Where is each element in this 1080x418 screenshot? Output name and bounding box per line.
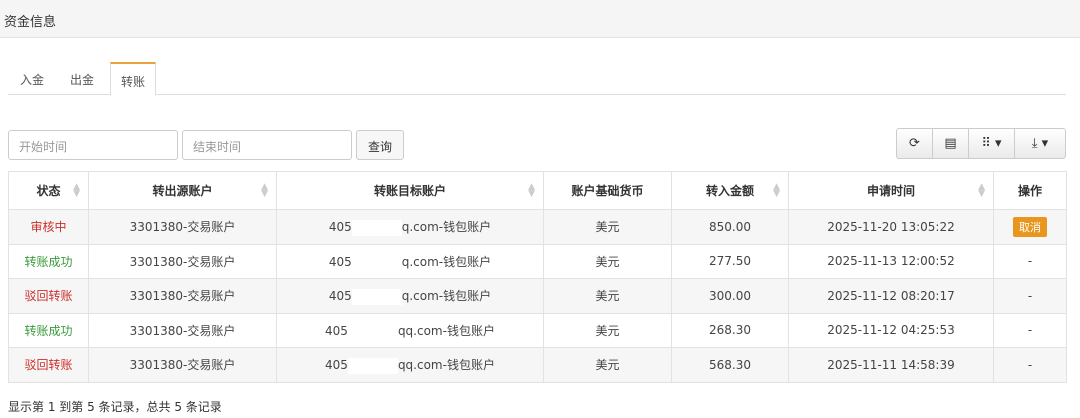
- currency: 美元: [543, 278, 672, 314]
- pagination-info: 显示第 1 到第 5 条记录，总共 5 条记录: [8, 400, 222, 414]
- target-account: 405 qq.com-钱包账户: [276, 347, 544, 383]
- col-action: 操作: [993, 171, 1067, 210]
- source-account: 3301380-交易账户: [88, 347, 277, 383]
- export-icon[interactable]: ⤓ ▾: [1031, 136, 1049, 151]
- currency: 美元: [543, 312, 672, 348]
- table-row: 驳回转账 3301380-交易账户 405 q.com-钱包账户 美元 300.00 202…: [8, 278, 1067, 314]
- start-time-input[interactable]: 开始时间: [8, 130, 178, 160]
- apply-time: 2025-11-20 13:05:22: [788, 209, 994, 245]
- tab-bar: 入金 出金 转账: [8, 62, 1066, 96]
- cancel-button[interactable]: 取消: [1013, 216, 1047, 237]
- apply-time: 2025-11-13 12:00:52: [788, 243, 994, 279]
- sort-icon: ▲ ▼: [773, 182, 780, 199]
- status-text: 转账成功: [24, 254, 73, 269]
- table-row: 转账成功 3301380-交易账户 405 qq.com-钱包账户 美元 268.30 20…: [8, 312, 1067, 348]
- status-cell: 转账成功: [8, 243, 89, 279]
- transfer-table: 状态 ▲ ▼ 转出源账户 ▲ ▼ 转账目标账户 ▲ ▼ 账户基础货币 转入金额 ▲ ▼ 申请时间…: [8, 171, 1067, 383]
- currency: 美元: [543, 243, 672, 279]
- apply-time: 2025-11-12 08:20:17: [788, 278, 994, 314]
- target-account: 405 qq.com-钱包账户: [276, 312, 544, 348]
- action-cell: 取消: [993, 209, 1067, 245]
- tab-withdraw[interactable]: 出金: [70, 73, 95, 87]
- apply-time: 2025-11-11 14:58:39: [788, 347, 994, 383]
- source-account: 3301380-交易账户: [88, 243, 277, 279]
- target-account: 405 q.com-钱包账户: [276, 209, 544, 245]
- col-source[interactable]: 转出源账户 ▲ ▼: [88, 171, 277, 210]
- amount: 277.50: [671, 243, 789, 279]
- col-amount[interactable]: 转入金额 ▲ ▼: [671, 171, 789, 210]
- col-target[interactable]: 转账目标账户 ▲ ▼: [276, 171, 544, 210]
- status-text: 驳回转账: [24, 358, 73, 373]
- sort-icon: ▲ ▼: [978, 182, 985, 199]
- col-status[interactable]: 状态 ▲ ▼: [8, 171, 89, 210]
- amount: 850.00: [671, 209, 789, 245]
- sort-icon: ▲ ▼: [528, 182, 535, 199]
- table-toolbar: ⟳ ▤ ⠿ ▾ ⤓ ▾: [896, 128, 1066, 159]
- source-account: 3301380-交易账户: [88, 209, 277, 245]
- status-text: 审核中: [30, 220, 67, 235]
- redaction-mask: [351, 288, 402, 305]
- status-cell: 驳回转账: [8, 347, 89, 383]
- columns-icon[interactable]: ⠿ ▾: [969, 129, 1015, 158]
- currency: 美元: [543, 209, 672, 245]
- source-account: 3301380-交易账户: [88, 312, 277, 348]
- amount: 300.00: [671, 278, 789, 314]
- tab-transfer[interactable]: 转账: [110, 62, 157, 96]
- action-cell: -: [993, 278, 1067, 314]
- list-view-icon[interactable]: ▤: [933, 129, 969, 158]
- status-cell: 驳回转账: [8, 278, 89, 314]
- status-text: 转账成功: [24, 323, 73, 338]
- target-account: 405 q.com-钱包账户: [276, 278, 544, 314]
- query-button[interactable]: 查询: [356, 130, 405, 160]
- redaction-mask: [351, 254, 402, 270]
- source-account: 3301380-交易账户: [88, 278, 277, 314]
- sort-icon: ▲ ▼: [261, 182, 268, 199]
- end-time-input[interactable]: 结束时间: [182, 130, 352, 160]
- refresh-icon[interactable]: ⟳: [897, 129, 933, 158]
- table-row: 转账成功 3301380-交易账户 405 q.com-钱包账户 美元 277.50 202…: [8, 243, 1067, 279]
- redaction-mask: [347, 323, 398, 339]
- redaction-mask: [351, 219, 402, 236]
- col-time[interactable]: 申请时间 ▲ ▼: [788, 171, 994, 210]
- sort-icon: ▲ ▼: [73, 182, 80, 199]
- amount: 568.30: [671, 347, 789, 383]
- col-currency: 账户基础货币: [543, 171, 672, 210]
- table-row: 驳回转账 3301380-交易账户 405 qq.com-钱包账户 美元 568.30 20…: [8, 347, 1067, 383]
- amount: 268.30: [671, 312, 789, 348]
- panel-title: 资金信息: [0, 0, 1080, 38]
- action-cell: -: [993, 312, 1067, 348]
- table-row: 审核中 3301380-交易账户 405 q.com-钱包账户 美元 850.00 2025…: [8, 209, 1067, 245]
- apply-time: 2025-11-12 04:25:53: [788, 312, 994, 348]
- status-text: 驳回转账: [24, 289, 73, 304]
- status-cell: 审核中: [8, 209, 89, 245]
- status-cell: 转账成功: [8, 312, 89, 348]
- action-cell: -: [993, 243, 1067, 279]
- action-cell: -: [993, 347, 1067, 383]
- currency: 美元: [543, 347, 672, 383]
- redaction-mask: [347, 357, 398, 374]
- target-account: 405 q.com-钱包账户: [276, 243, 544, 279]
- tab-deposit[interactable]: 入金: [20, 73, 45, 87]
